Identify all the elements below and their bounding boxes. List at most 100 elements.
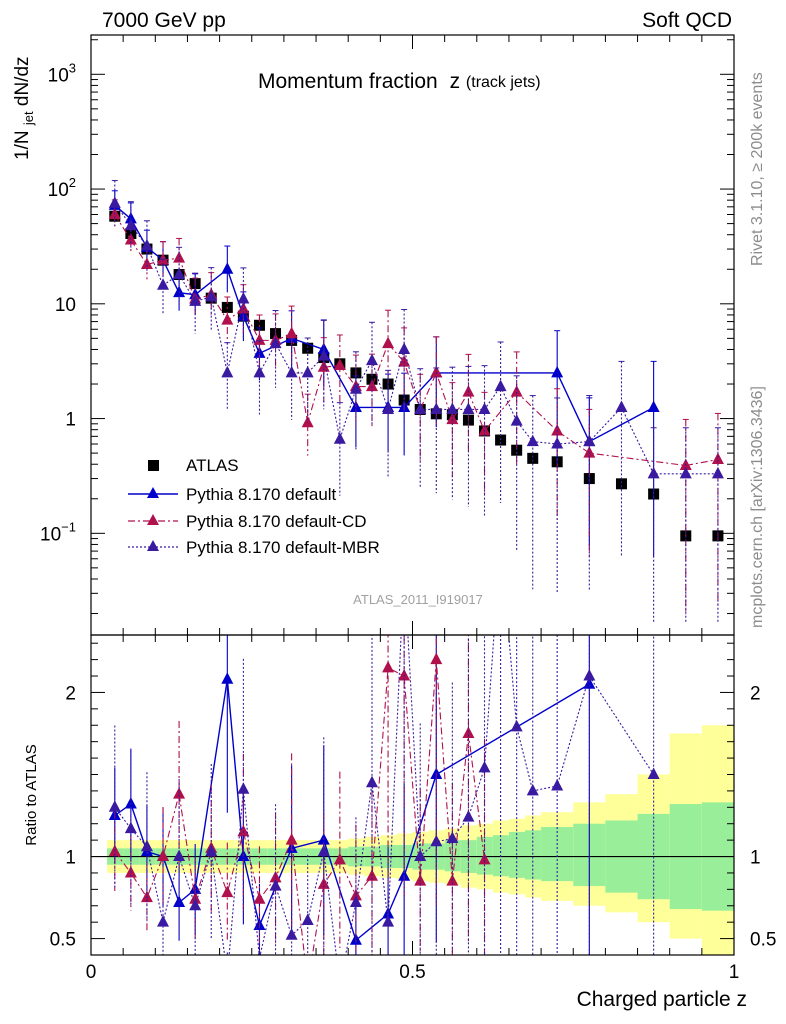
pythia-8-170-default-mbr-point	[583, 434, 596, 447]
pythia-8-170-default-mbr-point	[478, 402, 491, 414]
pythia-8-170-default-mbr-point	[551, 437, 564, 449]
plot-title-variable: z	[450, 70, 461, 93]
pythia-8-170-default-point	[253, 346, 266, 358]
pythia-8-170-default-mbr-point	[205, 289, 218, 302]
legend-entry-mbr: Pythia 8.170 default-MBR	[128, 538, 380, 557]
pythia-8-170-default-cd-point	[301, 415, 314, 428]
x-tick-label: 0	[86, 962, 97, 983]
pythia-8-170-default-mbr-ratio-point	[349, 895, 362, 907]
pythia-8-170-default-mbr-ratio-point	[269, 879, 282, 891]
legend-entry-default: Pythia 8.170 default	[128, 485, 337, 504]
pythia-8-170-default-mbr-line	[114, 203, 718, 475]
legend-cd-marker	[147, 514, 159, 525]
main-y-tick-label: 10	[55, 295, 76, 316]
pythia-8-170-default-mbr-point	[647, 466, 660, 479]
legend-entry-cd: Pythia 8.170 default-CD	[128, 512, 367, 531]
legend-entry-atlas: ATLAS	[148, 456, 239, 475]
main-y-tick-base: 10	[55, 295, 76, 316]
main-y-tick-exponent: 3	[69, 60, 76, 75]
plot-title: Momentum fraction z (track jets)	[258, 70, 541, 93]
pythia-8-170-default-cd-ratio-point	[382, 660, 395, 673]
x-tick-label: 0.5	[399, 962, 425, 983]
pythia-8-170-default-mbr-point	[333, 432, 346, 444]
pythia-8-170-default-mbr-ratio-point	[317, 844, 330, 857]
pythia-8-170-default-mbr-ratio-point	[414, 849, 427, 862]
legend-cd-label: Pythia 8.170 default-CD	[186, 512, 367, 531]
atlas-point	[615, 478, 627, 490]
main-y-tick-label: 10−1	[40, 519, 76, 545]
legend-atlas-marker	[148, 460, 159, 471]
ratio-y-tick-label-left: 2	[65, 683, 76, 704]
pythia-8-170-default-mbr-point	[510, 414, 523, 426]
mcplots-reference-label: mcplots.cern.ch [arXiv:1306.3436]	[749, 386, 766, 628]
pythia-8-170-default-mbr-point	[140, 238, 153, 251]
pythia-8-170-default-mbr-point	[189, 294, 202, 306]
pythia-8-170-default-mbr-point	[430, 402, 443, 414]
pythia-8-170-default-mbr-point	[285, 365, 298, 378]
pythia-8-170-default-mbr-ratio-point	[124, 821, 137, 834]
pythia-8-170-default-cd-point	[430, 365, 443, 378]
pythia-8-170-default-mbr-point	[615, 400, 628, 412]
pythia-8-170-default-cd-ratio-point	[285, 833, 298, 845]
main-y-tick-base: 1	[65, 410, 76, 431]
pythia-8-170-default-cd-point	[365, 379, 378, 392]
legend-default-label: Pythia 8.170 default	[186, 485, 337, 504]
ratio-plot-content	[91, 635, 734, 955]
ratio-y-tick-label-right: 2	[750, 683, 761, 704]
pythia-8-170-default-cd-ratio-point	[478, 852, 491, 865]
pythia-8-170-default-cd-point	[510, 385, 523, 397]
pythia-8-170-default-mbr-ratio-point	[478, 760, 491, 773]
pythia-8-170-default-cd-point	[551, 423, 564, 436]
pythia-8-170-default-mbr-ratio-point	[510, 719, 523, 732]
pythia-8-170-default-mbr-ratio-point	[205, 844, 218, 857]
ratio-series-pythia-8-170-default-mbr	[108, 635, 660, 955]
x-axis-label: Charged particle z	[577, 988, 747, 1011]
pythia-8-170-default-mbr-ratio-point	[462, 810, 475, 822]
pythia-8-170-default-ratio-line	[114, 679, 590, 942]
main-y-tick-exponent: 2	[69, 175, 76, 190]
plot-title-subscript: (track jets)	[466, 74, 541, 91]
pythia-8-170-default-mbr-ratio-point	[430, 834, 443, 847]
pythia-8-170-default-mbr-ratio-point	[173, 849, 186, 862]
ratio-y-tick-label-left: 1	[65, 848, 76, 869]
ratio-panel: 0.5 0.5 1 1 2 2 0 0.5 1 Ratio to ATLAS Charged p…	[23, 634, 776, 1011]
main-y-tick-base: 10	[48, 65, 69, 86]
atlas-point	[302, 342, 314, 354]
pythia-8-170-default-mbr-ratio-point	[526, 783, 539, 796]
pythia-8-170-default-line	[114, 204, 654, 443]
pythia-8-170-default-ratio-point	[173, 895, 186, 907]
pythia-8-170-default-mbr-point	[124, 218, 137, 231]
pythia-8-170-default-cd-point	[221, 313, 234, 325]
pythia-8-170-default-cd-ratio-line	[114, 659, 486, 955]
pythia-8-170-default-mbr-point	[398, 342, 411, 354]
pythia-8-170-default-mbr-ratio-point	[140, 839, 153, 852]
pythia-8-170-default-mbr-point	[462, 402, 475, 414]
atlas-point	[527, 452, 539, 464]
main-y-tick-base: 10	[40, 524, 61, 545]
band-green	[525, 830, 542, 880]
pythia-8-170-default-point	[124, 211, 137, 224]
pythia-8-170-default-mbr-ratio-point	[237, 782, 250, 794]
pythia-8-170-default-point	[551, 365, 564, 378]
main-y-tick-base: 10	[48, 180, 69, 201]
pythia-8-170-default-mbr-point	[157, 278, 170, 290]
pythia-8-170-default-mbr-ratio-point	[647, 767, 660, 779]
pythia-8-170-default-mbr-ratio-point	[446, 831, 459, 843]
y-label-subscript: jet	[21, 111, 36, 126]
main-plot-content	[108, 180, 724, 624]
pythia-8-170-default-cd-ratio-point	[430, 652, 443, 665]
pythia-8-170-default-mbr-ratio-point	[365, 775, 378, 788]
pythia-8-170-default-cd-ratio-point	[173, 787, 186, 799]
pythia-8-170-default-point	[221, 262, 234, 274]
pythia-8-170-default-mbr-point	[301, 365, 314, 378]
pythia-8-170-default-mbr-ratio-point	[583, 669, 596, 681]
ratio-y-tick-label-right: 1	[750, 848, 761, 869]
main-y-axis-label: 1/N jet dN/dz	[12, 56, 38, 160]
legend-mbr-label: Pythia 8.170 default-MBR	[186, 538, 380, 557]
pythia-8-170-default-cd-ratio-point	[253, 892, 266, 904]
pythia-8-170-default-mbr-ratio-point	[382, 915, 395, 927]
analysis-watermark: ATLAS_2011_I919017	[353, 592, 483, 607]
pythia-8-170-default-cd-point	[382, 336, 395, 349]
pythia-8-170-default-mbr-ratio-point	[301, 913, 314, 926]
legend-atlas-label: ATLAS	[186, 456, 239, 475]
